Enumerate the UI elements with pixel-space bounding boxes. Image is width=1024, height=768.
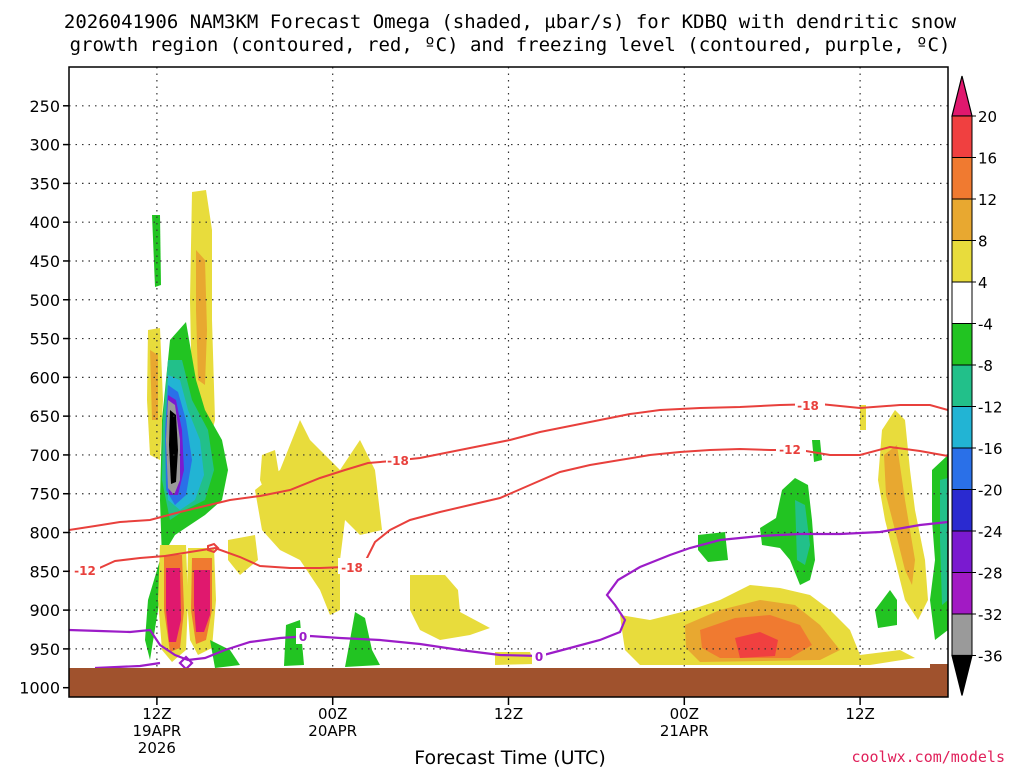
grid	[69, 67, 948, 697]
contour-label: -12	[779, 443, 801, 457]
omega-negative-region	[875, 590, 897, 628]
colorbar-bottom-triangle	[951, 654, 973, 696]
y-tick-label: 700	[29, 446, 60, 465]
colorbar-segment	[951, 240, 973, 283]
colorbar-tick-label: 4	[978, 274, 988, 292]
colorbar: 20 16 12 8 4 -4 -8 -12 -16 -20 -24 -28 -32 -36	[951, 75, 1003, 696]
omega-positive-region	[196, 250, 207, 385]
colorbar-segment	[951, 489, 973, 532]
omega-negative-region	[812, 440, 822, 462]
omega-positive-region	[194, 570, 210, 632]
y-axis: 250 300 350 400 450 500 550 600 650 700 750 800 850 9…	[19, 97, 69, 698]
colorbar-tick-label: -16	[978, 440, 1003, 458]
colorbar-tick-label: -4	[978, 316, 993, 334]
x-tick-label: 00Z	[318, 705, 347, 723]
y-tick-label: 550	[29, 330, 60, 349]
y-tick-label: 300	[29, 136, 60, 155]
omega-shading	[145, 190, 948, 668]
y-tick-label: 350	[29, 174, 60, 193]
x-tick-label: 20APR	[308, 722, 357, 740]
y-tick-label: 250	[29, 97, 60, 116]
colorbar-tick-label: -36	[978, 648, 1003, 666]
x-tick-label: 12Z	[494, 705, 523, 723]
omega-negative-region	[210, 640, 240, 668]
omega-negative-region	[698, 532, 728, 562]
colorbar-tick-label: 12	[978, 191, 997, 209]
y-tick-label: 400	[29, 213, 60, 232]
omega-negative-region	[940, 478, 948, 605]
colorbar-segment	[951, 157, 973, 200]
freezing-contour-lower	[94, 661, 161, 670]
colorbar-tick-label: -32	[978, 606, 1003, 624]
colorbar-top-triangle	[951, 75, 973, 117]
colorbar-segment	[951, 115, 973, 158]
colorbar-tick-label: 16	[978, 150, 997, 168]
y-tick-label: 650	[29, 407, 60, 426]
omega-positive-region	[228, 535, 258, 575]
colorbar-segment	[951, 447, 973, 490]
chart-title-line2: growth region (contoured, red, ºC) and f…	[70, 34, 951, 56]
ground-surface-high	[930, 664, 948, 670]
omega-positive-region	[884, 445, 915, 585]
omega-positive-region	[260, 450, 280, 500]
x-tick-label: 12Z	[845, 705, 874, 723]
plot-area: -18 -12 -18 -12 -18 0 0	[69, 67, 948, 697]
colorbar-tick-label: -8	[978, 357, 993, 375]
y-tick-label: 900	[29, 601, 60, 620]
x-tick-label: 12Z	[142, 705, 171, 723]
omega-negative-region	[169, 410, 178, 484]
colorbar-segment	[951, 198, 973, 241]
omega-positive-region	[860, 405, 866, 430]
y-tick-label: 850	[29, 562, 60, 581]
x-tick-label: 2026	[138, 739, 176, 757]
y-tick-label: 500	[29, 291, 60, 310]
y-tick-label: 750	[29, 485, 60, 504]
omega-negative-region	[795, 500, 810, 565]
contour-label: -18	[797, 399, 819, 413]
contour-label: 0	[535, 650, 543, 664]
y-tick-label: 450	[29, 252, 60, 271]
x-axis-label: Forecast Time (UTC)	[414, 747, 605, 768]
colorbar-segment	[951, 281, 973, 324]
colorbar-tick-label: -28	[978, 565, 1003, 583]
contour-label: 0	[299, 630, 307, 644]
y-tick-label: 1000	[19, 679, 60, 698]
colorbar-segment	[951, 364, 973, 407]
contour-label: -18	[341, 561, 363, 575]
colorbar-tick-label: -20	[978, 482, 1003, 500]
colorbar-segment	[951, 323, 973, 366]
colorbar-segment	[951, 530, 973, 573]
contour-label: -18	[387, 454, 409, 468]
colorbar-segment	[951, 572, 973, 615]
y-tick-label: 600	[29, 368, 60, 387]
omega-positive-region	[255, 420, 382, 615]
chart-title-line1: 2026041906 NAM3KM Forecast Omega (shaded…	[64, 11, 957, 33]
x-tick-label: 19APR	[132, 722, 181, 740]
ground-surface	[69, 668, 948, 697]
omega-negative-region	[152, 215, 161, 287]
colorbar-tick-label: 8	[978, 233, 988, 251]
y-tick-label: 950	[29, 640, 60, 659]
omega-positive-region	[150, 350, 158, 420]
credit-text: coolwx.com/models	[851, 748, 1005, 766]
dgz-contour-small	[207, 542, 220, 554]
colorbar-segment	[951, 613, 973, 656]
x-tick-label: 21APR	[660, 722, 709, 740]
omega-positive-region	[410, 575, 490, 640]
colorbar-tick-label: -24	[978, 523, 1003, 541]
contour-label: -12	[74, 564, 96, 578]
dgz-contour-minus18	[69, 402, 948, 531]
colorbar-tick-label: 20	[978, 108, 997, 126]
omega-positive-region	[735, 632, 778, 658]
contour-labels: -18 -12 -18 -12 -18 0 0	[70, 397, 825, 664]
x-tick-label: 00Z	[670, 705, 699, 723]
colorbar-segment	[951, 406, 973, 449]
omega-positive-region	[166, 568, 181, 642]
colorbar-tick-label: -12	[978, 399, 1003, 417]
y-tick-label: 800	[29, 524, 60, 543]
